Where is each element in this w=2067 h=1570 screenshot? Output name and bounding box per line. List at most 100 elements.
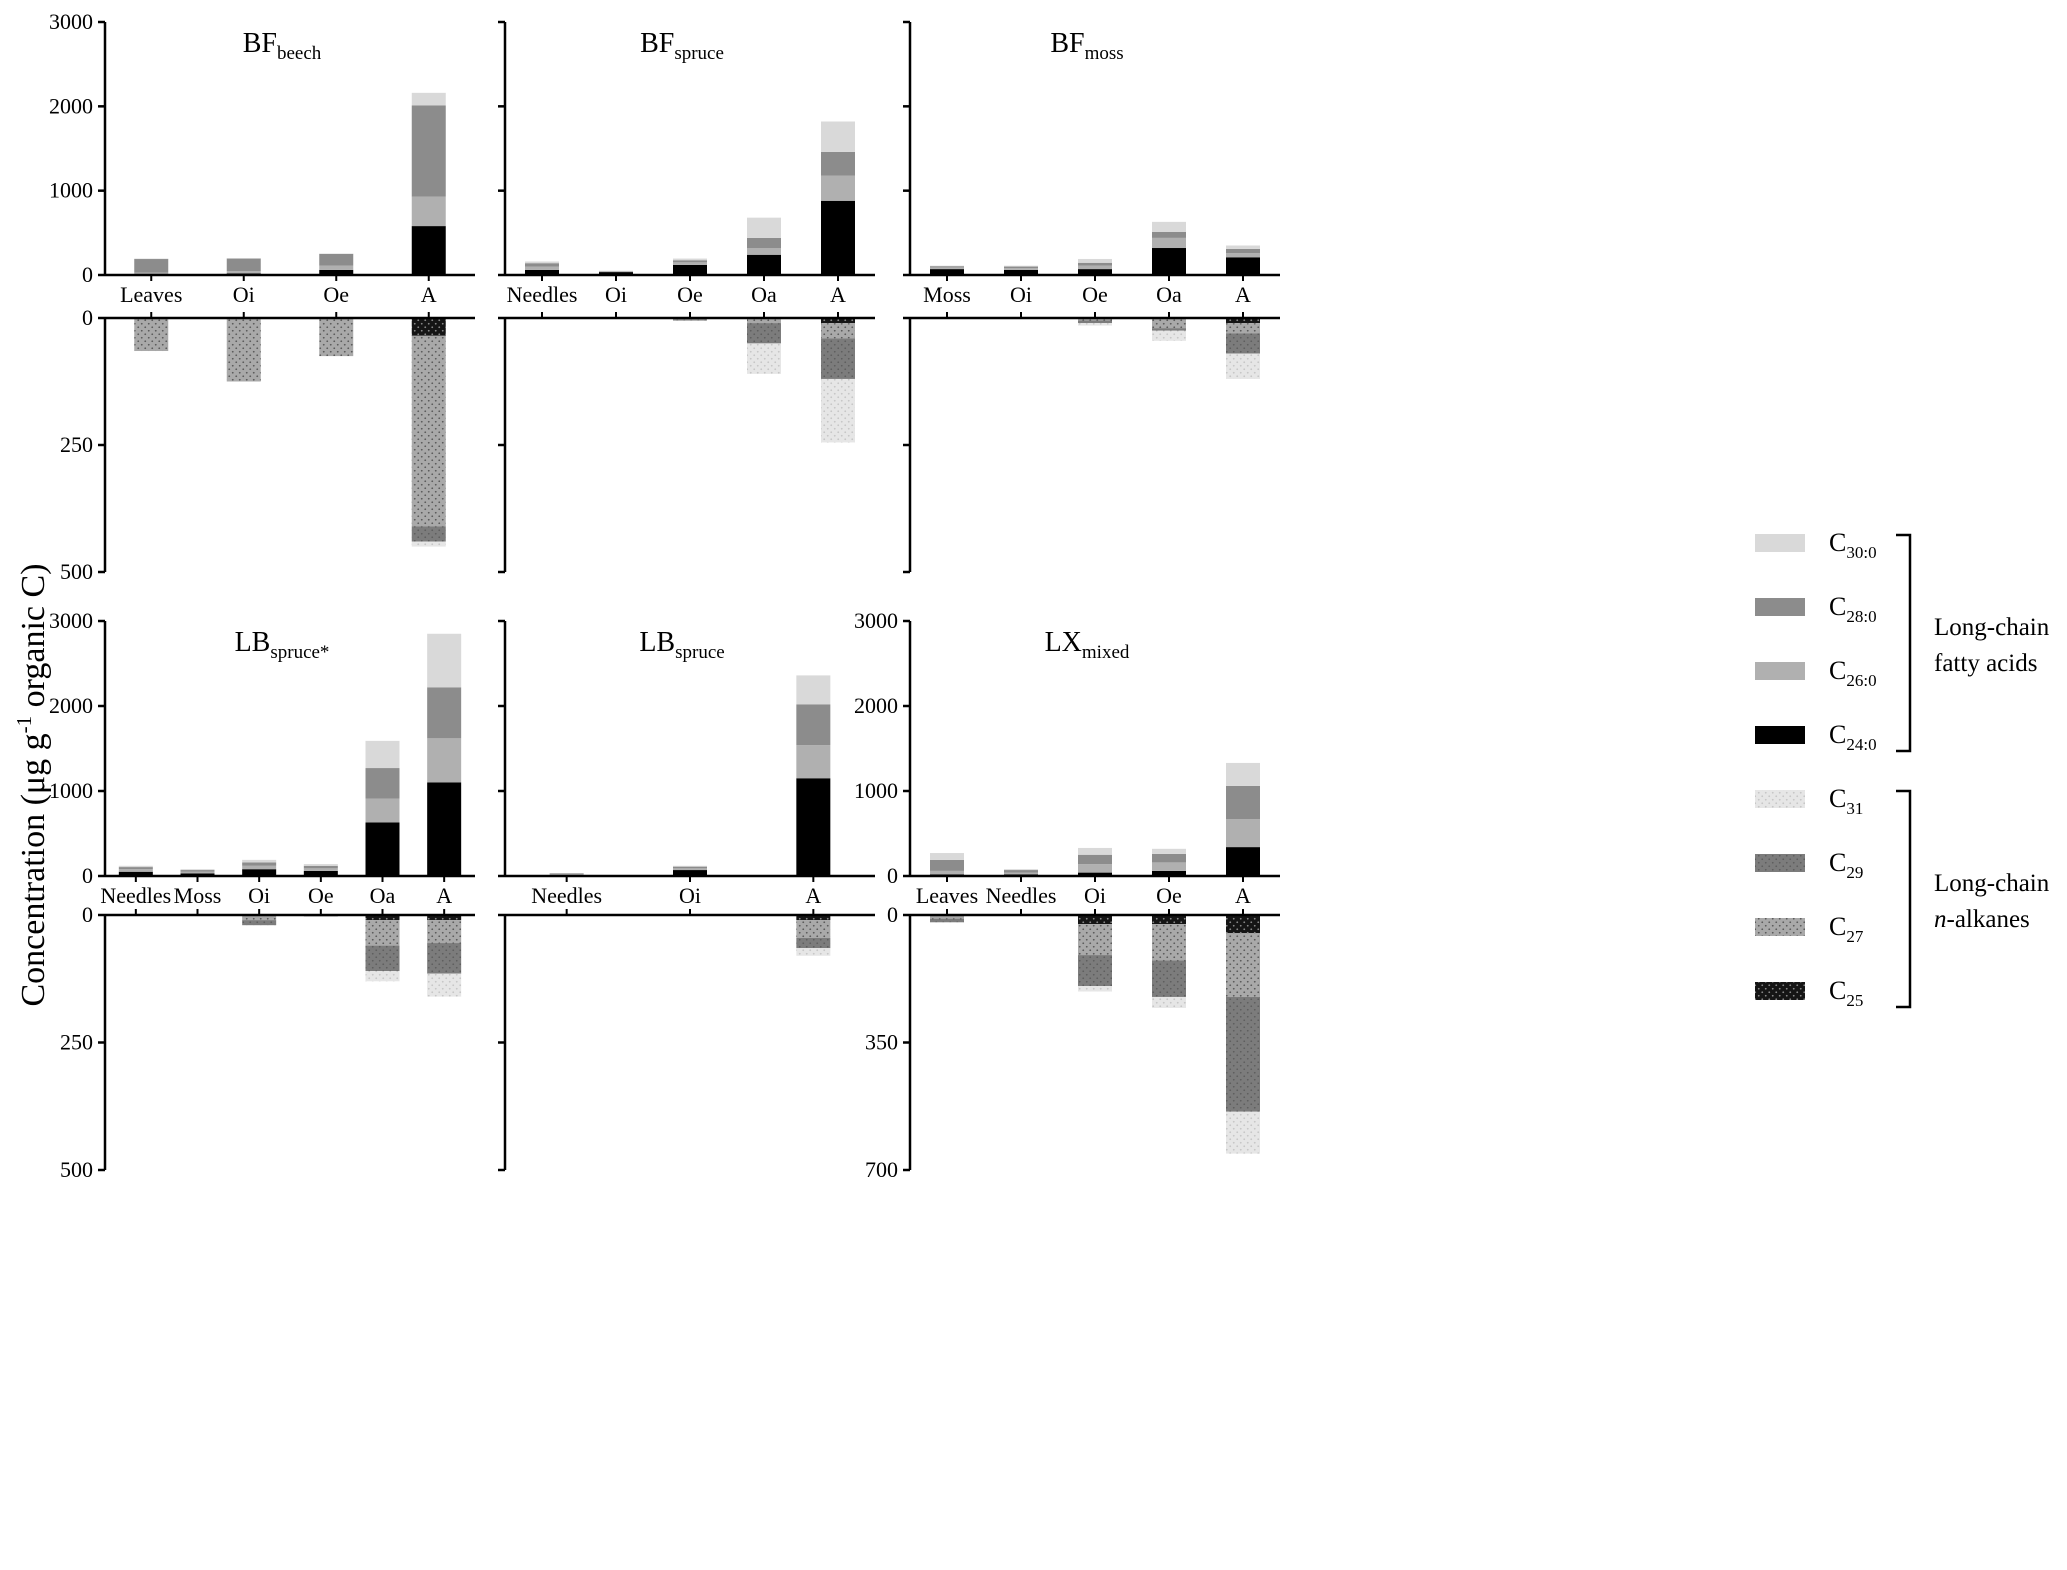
bar-fatty-c26: [1078, 864, 1112, 873]
category-label: Oi: [679, 883, 701, 908]
legend-swatch-c28: [1755, 598, 1805, 616]
y-tick-label: 500: [60, 1157, 93, 1182]
bar-fatty-c30: [242, 859, 277, 863]
bar-fatty-c30: [1152, 848, 1186, 854]
bar-fatty-c30: [1004, 869, 1038, 871]
legend-swatch-c25: [1755, 982, 1805, 1000]
bar-fatty-c26: [134, 272, 169, 275]
category-label: Oi: [233, 282, 255, 307]
bar-fatty-c30: [796, 675, 831, 705]
bar-fatty-c24: [1152, 870, 1186, 876]
legend-swatch-c27: [1755, 918, 1805, 936]
bar-fatty-c24: [118, 871, 153, 876]
legend-label-c27: C27: [1829, 912, 1864, 946]
panel-title: BFspruce: [640, 28, 724, 64]
bar-alkane-c31: [411, 541, 446, 547]
legend-label-c30: C30:0: [1829, 528, 1877, 562]
panel-title: BFmoss: [1050, 28, 1123, 64]
legend-group-label: fatty acids: [1934, 650, 2037, 677]
bar-alkane-c27: [1152, 924, 1186, 961]
bar-alkane-c27: [134, 318, 169, 352]
category-label: Oe: [1082, 282, 1108, 307]
bar-fatty-c28: [1226, 248, 1260, 254]
bar-alkane-c29: [673, 319, 707, 321]
legend-group-label: n-alkanes: [1934, 906, 2030, 933]
bar-alkane-c27: [242, 915, 277, 921]
y-axis-title: Concentration (μg g-1 organic C): [12, 563, 52, 1006]
bar-alkane-c29: [1226, 333, 1260, 354]
bar-fatty-c30: [180, 869, 215, 871]
y-tick-label: 0: [82, 305, 93, 330]
bar-fatty-c24: [1226, 257, 1260, 275]
bar-fatty-c24: [319, 269, 354, 275]
legend: C30:0 C28:0 C26:0 C24:0 Long-chain fatty acid…: [1755, 528, 2050, 1010]
bar-fatty-c24: [1078, 269, 1112, 275]
bar-fatty-c30: [1078, 847, 1112, 855]
bar-fatty-c30: [365, 740, 400, 769]
bar-alkane-c31: [1078, 986, 1112, 992]
bar-alkane-c31: [1078, 323, 1112, 326]
category-label: Leaves: [916, 883, 978, 908]
bar-fatty-c26: [796, 745, 831, 779]
bar-fatty-c26: [930, 267, 964, 270]
category-label: A: [421, 282, 437, 307]
bar-alkane-c29: [1078, 320, 1112, 324]
bar-fatty-c28: [365, 768, 400, 799]
category-label: A: [436, 883, 452, 908]
legend-group-label: Long-chain: [1934, 870, 2050, 897]
bar-alkane-c29: [1226, 996, 1260, 1112]
y-tick-label: 2000: [49, 93, 93, 118]
bar-alkane-c29: [796, 937, 831, 949]
bar-alkane-c29: [1152, 328, 1186, 331]
bar-fatty-c24: [747, 254, 781, 275]
category-label: Needles: [100, 883, 171, 908]
bar-alkane-c31: [1226, 1111, 1260, 1154]
bar-fatty-c24: [303, 870, 338, 876]
bar-fatty-c30: [1152, 221, 1186, 232]
y-tick-label: 3000: [854, 608, 898, 633]
bar-fatty-c24: [1226, 847, 1260, 876]
bar-fatty-c24: [821, 200, 855, 275]
bar-fatty-c28: [796, 704, 831, 746]
bar-fatty-c26: [930, 870, 964, 875]
bar-alkane-c27: [319, 318, 354, 357]
bar-fatty-c30: [599, 270, 633, 272]
panel: LBspruce* Needles Moss Oi Oe Oa A 0 1000 2000 3000…: [49, 608, 475, 1182]
bar-fatty-c30: [1004, 265, 1038, 267]
panel-title: BFbeech: [243, 28, 322, 64]
legend-label-c31: C31: [1829, 784, 1863, 818]
bar-alkane-c25: [796, 915, 831, 921]
y-tick-label: 0: [887, 902, 898, 927]
bar-fatty-c26: [599, 271, 633, 273]
bar-fatty-c26: [118, 869, 153, 872]
bar-alkane-c27: [427, 920, 462, 944]
bar-fatty-c26: [673, 262, 707, 265]
bar-fatty-c28: [747, 237, 781, 249]
bar-alkane-c29: [242, 920, 277, 926]
legend-bracket: [1896, 533, 1912, 753]
y-tick-label: 0: [82, 863, 93, 888]
bar-fatty-c26: [549, 874, 584, 876]
bar-fatty-c24: [673, 264, 707, 275]
bar-alkane-c31: [365, 971, 400, 982]
category-label: Oi: [1010, 282, 1032, 307]
bar-fatty-c28: [930, 859, 964, 871]
category-label: Moss: [923, 282, 971, 307]
y-tick-label: 0: [887, 863, 898, 888]
bar-alkane-c31: [427, 973, 462, 997]
bar-fatty-c30: [930, 265, 964, 267]
bar-fatty-c30: [303, 864, 338, 866]
bar-fatty-c30: [525, 261, 559, 264]
bar-alkane-c27: [1226, 933, 1260, 997]
bar-fatty-c26: [1152, 862, 1186, 871]
bar-fatty-c26: [319, 265, 354, 270]
bar-fatty-c24: [242, 869, 277, 876]
bar-alkane-c25: [1226, 318, 1260, 324]
bar-fatty-c26: [427, 738, 462, 783]
bar-fatty-c24: [1078, 872, 1112, 876]
bar-fatty-c28: [1004, 870, 1038, 873]
y-tick-label: 2000: [854, 693, 898, 718]
y-tick-label: 1000: [854, 778, 898, 803]
bar-fatty-c30: [319, 253, 354, 254]
category-label: Oe: [677, 282, 703, 307]
